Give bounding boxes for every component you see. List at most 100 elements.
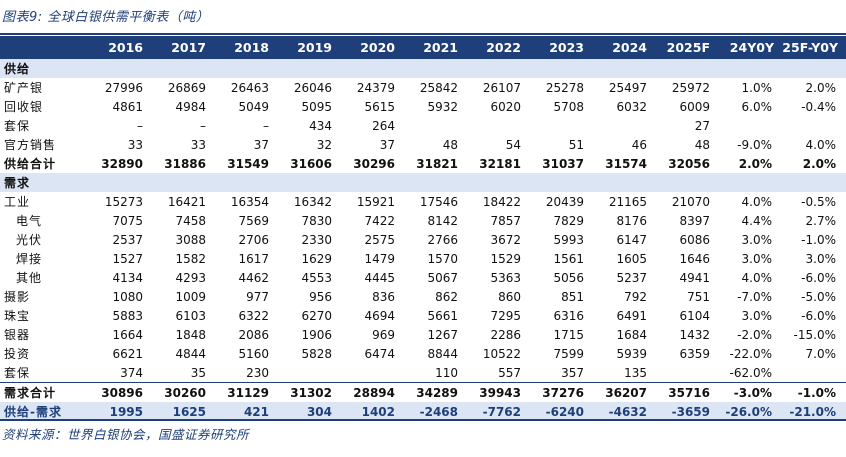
value-cell: 33 [127, 137, 143, 152]
value-cell [403, 59, 466, 78]
value-cell [403, 173, 466, 192]
row-label: 光伏 [16, 233, 43, 247]
value-cell: 1570 [427, 251, 458, 266]
value-cell: -2468 [403, 402, 466, 421]
value-cell: 4462 [238, 270, 269, 285]
yoy-cell: 3.0% [741, 232, 773, 247]
yoy-cell: 1.0% [741, 80, 773, 95]
value-cell: 7075 [112, 213, 143, 228]
value-cell: 8176 [616, 213, 647, 228]
value-cell: 1625 [151, 402, 214, 421]
table-row: 矿产银 27996 26869 26463 26046 24379 25842 26107 25… [0, 78, 846, 97]
value-cell: 862 [435, 289, 458, 304]
yoy-cell: 4.0% [741, 194, 773, 209]
value-cell: 8397 [679, 213, 710, 228]
header-label-cell [0, 36, 88, 59]
value-cell: 304 [277, 402, 340, 421]
table-row: 回收银 4861 4984 5049 5095 5615 5932 6020 5708 6032 6… [0, 97, 846, 116]
value-cell: -3659 [655, 402, 718, 421]
yoy-cell: -5.0% [801, 289, 836, 304]
value-cell: 32056 [668, 156, 710, 171]
value-cell: 1529 [490, 251, 521, 266]
value-cell [529, 116, 592, 135]
value-cell [151, 59, 214, 78]
value-cell: 21165 [608, 194, 647, 209]
value-cell: 1267 [427, 327, 458, 342]
value-cell: 2575 [364, 232, 395, 247]
table-row: 投资 6621 4844 5160 5828 6474 8844 10522 7599 5939 6… [0, 344, 846, 363]
yoy-cell [782, 59, 846, 78]
balance-row: 供给-需求 1995 1625 421 304 1402 -2468 -7762 -6240 -4… [0, 402, 846, 421]
value-cell: 26463 [230, 80, 269, 95]
yoy-cell: -1.0% [782, 382, 846, 402]
value-cell: 16421 [167, 194, 206, 209]
value-cell: 110 [435, 365, 458, 380]
row-label: 电气 [16, 214, 43, 228]
value-cell: 27 [694, 118, 710, 133]
value-cell [592, 116, 655, 135]
value-cell: 7422 [364, 213, 395, 228]
table-header-row: 2016 2017 2018 2019 2020 2021 2022 2023 2024 2025… [0, 36, 846, 59]
value-cell: 135 [624, 365, 647, 380]
section-row: 供给 [0, 59, 846, 78]
yoy-cell: 3.0% [741, 308, 773, 323]
table-row: 光伏 2537 3088 2706 2330 2575 2766 3672 5993 6147 60… [0, 230, 846, 249]
value-cell: 33 [190, 137, 206, 152]
value-cell [151, 173, 214, 192]
yoy-cell: -0.5% [801, 194, 836, 209]
value-cell: 16354 [230, 194, 269, 209]
yoy-cell: -0.4% [801, 99, 836, 114]
value-cell [655, 363, 718, 383]
total-row: 需求合计 30896 30260 31129 31302 28894 34289 39943 3… [0, 382, 846, 402]
value-cell: 21070 [671, 194, 710, 209]
table-row: 其他 4134 4293 4462 4553 4445 5067 5363 5056 5237 49… [0, 268, 846, 287]
value-cell: 6474 [364, 346, 395, 361]
value-cell [466, 173, 529, 192]
value-cell: 32181 [479, 156, 521, 171]
table-row: 珠宝 5883 6103 6322 6270 4694 5661 7295 6316 6491 61… [0, 306, 846, 325]
value-cell: 1080 [112, 289, 143, 304]
value-cell: 7857 [490, 213, 521, 228]
value-cell: 6147 [616, 232, 647, 247]
value-cell: 25842 [419, 80, 458, 95]
value-cell: 31129 [214, 382, 277, 402]
value-cell: 6009 [679, 99, 710, 114]
value-cell: 5160 [238, 346, 269, 361]
value-cell: 8844 [427, 346, 458, 361]
value-cell: 25497 [608, 80, 647, 95]
value-cell: 1582 [175, 251, 206, 266]
value-cell: 1009 [175, 289, 206, 304]
header-cell: 2016 [88, 36, 151, 59]
value-cell: 1684 [616, 327, 647, 342]
row-label: 需求合计 [0, 382, 88, 402]
yoy-cell: -22.0% [729, 346, 772, 361]
yoy-cell: 7.0% [805, 346, 837, 361]
value-cell: 5661 [427, 308, 458, 323]
value-cell: 977 [246, 289, 269, 304]
value-cell: 5237 [616, 270, 647, 285]
value-cell [592, 59, 655, 78]
value-cell: 6621 [112, 346, 143, 361]
header-cell: 24Y0Y [718, 36, 782, 59]
value-cell: 4445 [364, 270, 395, 285]
value-cell: 7829 [553, 213, 584, 228]
value-cell [655, 173, 718, 192]
value-cell: 26046 [293, 80, 332, 95]
yoy-cell [718, 116, 782, 135]
yoy-cell: -2.0% [737, 327, 772, 342]
value-cell: 4984 [175, 99, 206, 114]
value-cell: 15273 [104, 194, 143, 209]
yoy-cell: -15.0% [793, 327, 836, 342]
value-cell: 836 [372, 289, 395, 304]
row-label: 投资 [4, 347, 31, 361]
value-cell: 6270 [301, 308, 332, 323]
value-cell: 751 [687, 289, 710, 304]
value-cell: 5067 [427, 270, 458, 285]
value-cell: 30296 [353, 156, 395, 171]
value-cell: 1561 [553, 251, 584, 266]
total-row: 供给合计 32890 31886 31549 31606 30296 31821 32181 3… [0, 154, 846, 173]
value-cell: 5056 [553, 270, 584, 285]
value-cell: 4553 [301, 270, 332, 285]
row-label: 珠宝 [4, 309, 31, 323]
value-cell: 34289 [403, 382, 466, 402]
